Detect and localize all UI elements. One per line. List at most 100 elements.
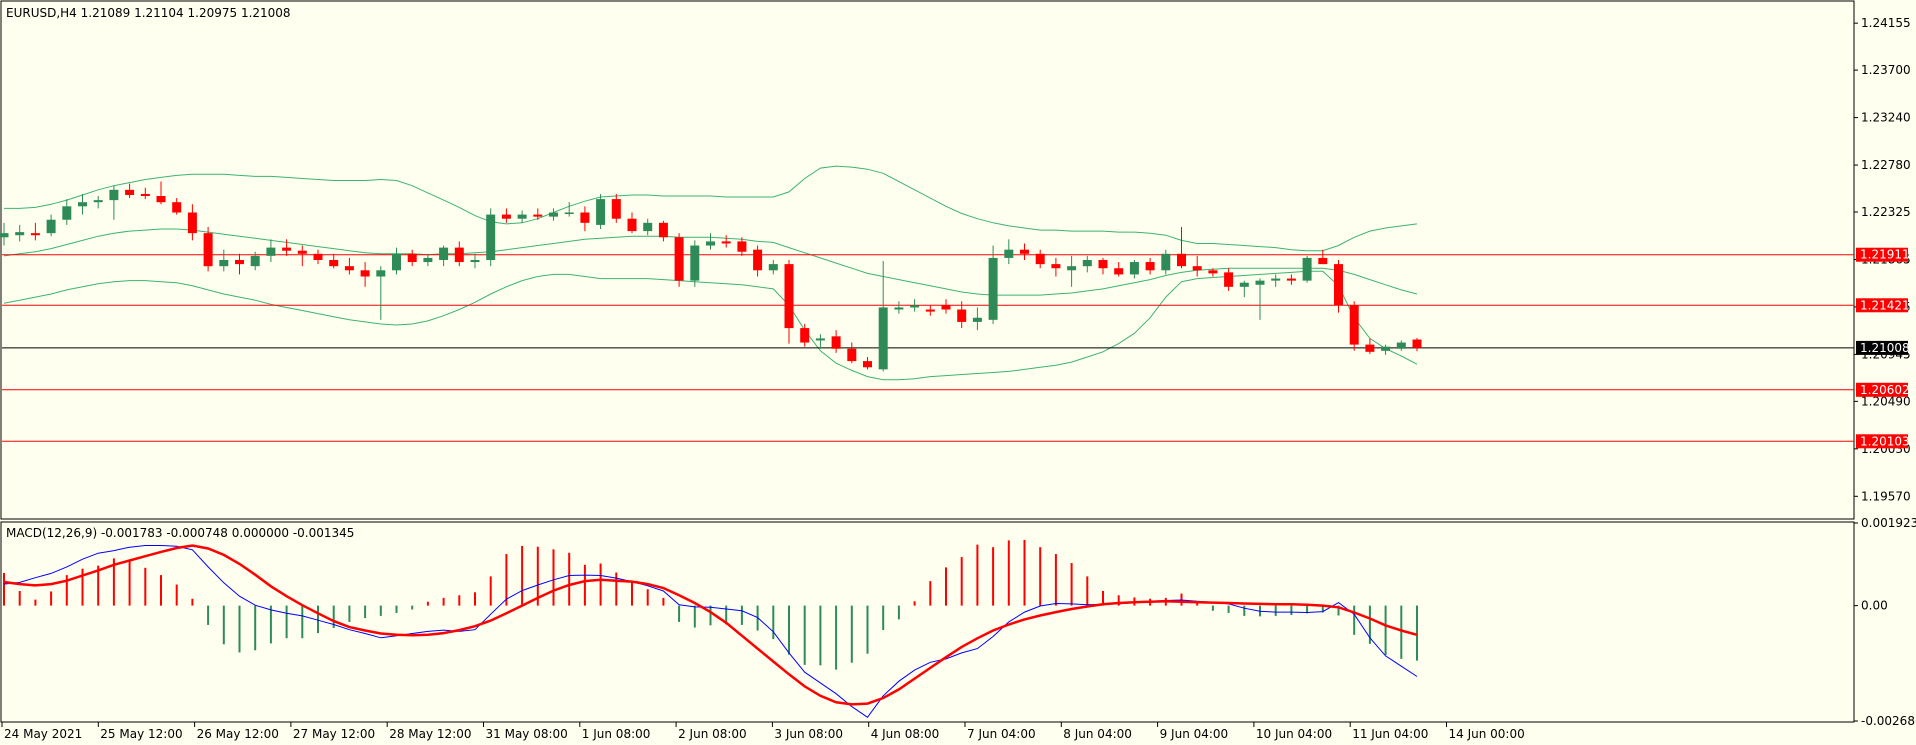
- time-tick-label: 3 Jun 08:00: [774, 727, 843, 741]
- candle-body: [109, 189, 119, 201]
- candle-body: [627, 218, 637, 232]
- current-price-label: 1.21008: [1860, 341, 1910, 355]
- candle-body: [282, 247, 292, 251]
- candle-body: [266, 247, 276, 256]
- level-price-label: 1.20103: [1860, 434, 1910, 448]
- candle-body: [517, 214, 527, 219]
- time-tick-label: 8 Jun 04:00: [1063, 727, 1132, 741]
- candle-body: [297, 250, 307, 254]
- candle-body: [863, 361, 872, 368]
- candle-body: [580, 212, 590, 223]
- candle-body: [219, 259, 229, 267]
- candle-body: [1365, 344, 1375, 352]
- current-price-tag: [1856, 340, 1908, 355]
- candle-body: [1239, 282, 1249, 287]
- macd-tick-label: 0.00: [1861, 599, 1888, 613]
- candle-body: [1286, 278, 1296, 281]
- horizontal-levels[interactable]: [2, 254, 1854, 442]
- candle-body: [1082, 259, 1092, 267]
- candle-body: [329, 259, 339, 267]
- candle-body: [1208, 270, 1218, 274]
- candle-body: [1412, 339, 1422, 348]
- candle-body: [470, 259, 480, 263]
- candle-body: [674, 237, 684, 281]
- candle-body: [407, 253, 417, 263]
- time-tick-label: 7 Jun 04:00: [967, 727, 1036, 741]
- price-tick-label: 1.22780: [1861, 158, 1911, 172]
- candle-body: [1302, 257, 1312, 281]
- candle-body: [0, 233, 9, 238]
- candle-body: [1334, 264, 1343, 306]
- candle-body: [156, 196, 166, 203]
- candle-body: [988, 257, 998, 320]
- candle-body: [1004, 249, 1014, 258]
- macd-panel-frame: [0, 521, 1855, 723]
- candle-body: [1114, 268, 1124, 275]
- candle-body: [972, 317, 982, 322]
- candle-body: [1067, 266, 1077, 271]
- time-tick-label: 11 Jun 04:00: [1352, 727, 1428, 741]
- macd-tick-label: 0.001923: [1861, 516, 1916, 530]
- candle-body: [1035, 253, 1045, 265]
- time-tick-label: 25 May 12:00: [100, 727, 182, 741]
- price-tick-label: 1.20490: [1861, 394, 1911, 408]
- candle-body: [910, 305, 920, 308]
- level-price-tag: [1856, 247, 1908, 262]
- candle-body: [486, 214, 496, 260]
- candle-body: [1381, 346, 1391, 351]
- candle-body: [957, 309, 967, 322]
- candle-body: [30, 233, 40, 236]
- candle-body: [376, 270, 386, 277]
- candle-body: [1396, 342, 1406, 349]
- candle-body: [815, 338, 825, 341]
- candle-body: [800, 328, 810, 343]
- macd-info: MACD(12,26,9) -0.001783 -0.000748 0.0000…: [6, 526, 354, 540]
- price-axis: 1.241551.237001.232401.227801.223251.218…: [1854, 16, 1911, 503]
- level-price-tag: [1856, 298, 1908, 313]
- candle-body: [46, 219, 56, 234]
- candle-body: [392, 253, 401, 271]
- candle-body: [1129, 262, 1139, 275]
- macd-indicator: [3, 539, 1418, 718]
- candle-body: [172, 202, 182, 213]
- price-tick-label: 1.24155: [1861, 16, 1911, 30]
- candle-body: [313, 253, 323, 260]
- candle-body: [439, 247, 449, 260]
- bollinger-lower: [3, 270, 1418, 381]
- time-tick-label: 28 May 12:00: [389, 727, 471, 741]
- candle-body: [533, 214, 543, 217]
- candle-body: [1318, 257, 1328, 265]
- candle-body: [894, 307, 904, 310]
- level-price-label: 1.21421: [1860, 298, 1910, 312]
- time-tick-label: 26 May 12:00: [197, 727, 279, 741]
- candle-body: [643, 222, 653, 232]
- candle-body: [1098, 259, 1108, 269]
- candle-body: [611, 199, 621, 219]
- candle-body: [941, 305, 951, 310]
- main-panel-frame: [0, 0, 1855, 520]
- candle-body: [596, 199, 606, 225]
- time-tick-label: 27 May 12:00: [293, 727, 375, 741]
- time-tick-label: 24 May 2021: [4, 727, 82, 741]
- candle-body: [501, 214, 511, 219]
- price-tick-label: 1.23240: [1861, 111, 1911, 125]
- price-tick-label: 1.19570: [1861, 489, 1911, 503]
- price-tick-label: 1.22325: [1861, 205, 1911, 219]
- candle-body: [878, 307, 888, 370]
- symbol-info: EURUSD,H4 1.21089 1.21104 1.20975 1.2100…: [6, 6, 291, 20]
- candle-body: [925, 309, 935, 312]
- candle-body: [1192, 266, 1202, 271]
- candle-body: [250, 255, 260, 267]
- candle-body: [706, 241, 715, 246]
- level-price-label: 1.21911: [1860, 248, 1910, 262]
- level-price-tag: [1856, 382, 1908, 397]
- time-tick-label: 2 Jun 08:00: [678, 727, 747, 741]
- candle-body: [235, 259, 244, 265]
- candle-body: [658, 222, 668, 238]
- macd-axis: 0.001923 0.00 -0.002686: [1854, 516, 1916, 728]
- level-price-tag: [1856, 434, 1908, 449]
- macd-main-line: [3, 545, 1418, 718]
- candle-body: [62, 206, 72, 220]
- candle-body: [753, 249, 763, 271]
